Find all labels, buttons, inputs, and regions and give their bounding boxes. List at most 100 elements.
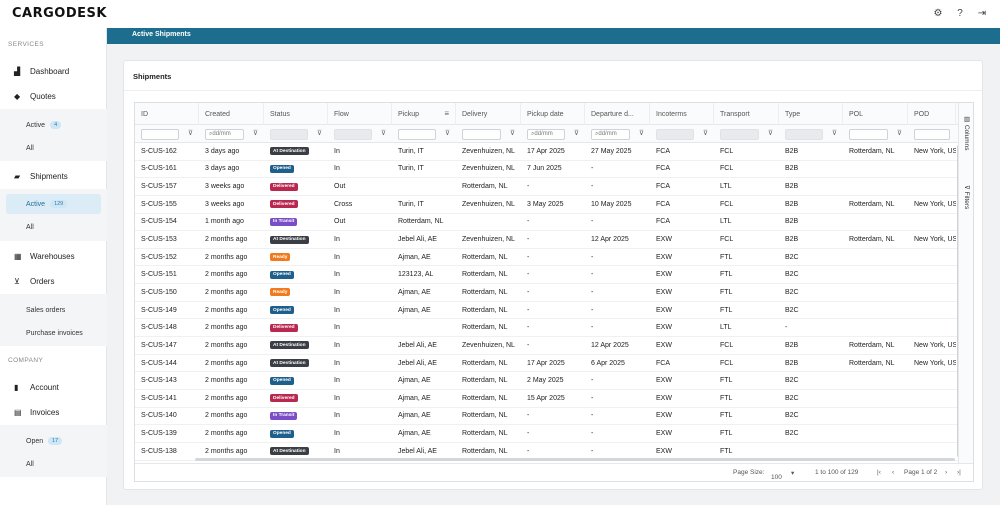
column-header-pickup[interactable]: Pickup ≡ [392, 103, 456, 125]
table-row[interactable]: S-CUS-147 2 months ago At Destination In Jeb… [135, 337, 960, 355]
column-header-transport[interactable]: Transport [714, 103, 779, 125]
sidebar-item-quotes-all[interactable]: All [6, 138, 101, 158]
column-header-label: POL [849, 110, 864, 118]
table-row[interactable]: S-CUS-150 2 months ago Ready In Ajman, AE Rot… [135, 284, 960, 302]
next-page-icon[interactable]: › [945, 469, 948, 476]
column-header-pickup-date[interactable]: Pickup date [521, 103, 585, 125]
table-row[interactable]: S-CUS-141 2 months ago Delivered In Ajman, A… [135, 390, 960, 408]
chevron-down-icon: ▾ [791, 470, 795, 477]
filter-input[interactable] [785, 128, 823, 140]
filter-input[interactable] [849, 128, 888, 140]
column-header-id[interactable]: ID [135, 103, 199, 125]
table-row[interactable]: S-CUS-155 3 weeks ago Delivered Cross Turin,… [135, 196, 960, 214]
row-range: 1 to 100 of 129 [815, 469, 859, 476]
sidebar-item-sales-orders[interactable]: Sales orders [6, 300, 101, 320]
filter-input[interactable] [462, 128, 501, 140]
filter-icon[interactable]: ⊽ [509, 130, 515, 137]
filter-input[interactable] [914, 128, 950, 140]
sidebar-item-invoices-all[interactable]: All [6, 454, 101, 474]
column-header-flow[interactable]: Flow [328, 103, 392, 125]
filters-tab[interactable]: ⊽ Filters [962, 185, 970, 209]
status-badge: At Destination [270, 447, 309, 456]
filter-icon[interactable]: ⊽ [767, 130, 773, 137]
filter-input[interactable]: ⌕ dd/mm [205, 128, 244, 140]
sidebar-item-shipments-all[interactable]: All [6, 217, 101, 237]
table-row[interactable]: S-CUS-157 3 weeks ago Delivered Out Rotterda… [135, 178, 960, 196]
sidebar-item-account[interactable]: ▮ Account [0, 377, 107, 397]
filter-icon[interactable]: ⊽ [380, 130, 386, 137]
table-row[interactable]: S-CUS-148 2 months ago Delivered In Rotterda… [135, 319, 960, 338]
sidebar-item-invoices-open[interactable]: Open 17 [6, 431, 101, 451]
sidebar-item-quotes[interactable]: ◆ Quotes [0, 86, 107, 106]
warehouse-icon: ▦ [14, 251, 22, 261]
cell-transport: FTL [720, 377, 733, 385]
filter-icon[interactable]: ⊽ [638, 130, 644, 137]
column-header-pod[interactable]: POD [908, 103, 956, 125]
cell-transport: FTL [720, 447, 733, 455]
prev-page-icon[interactable]: ‹ [892, 469, 895, 476]
sidebar-item-quotes-active[interactable]: Active 4 [6, 115, 101, 135]
filter-input[interactable] [270, 128, 308, 140]
filter-icon[interactable]: ⊽ [252, 130, 258, 137]
status-badge: Delivered [270, 200, 298, 209]
filter-input[interactable] [656, 128, 694, 140]
column-header-label: Pickup [398, 110, 420, 118]
sidebar-item-shipments-active[interactable]: Active 129 [6, 194, 101, 214]
sidebar-item-invoices[interactable]: ▤ Invoices [0, 402, 107, 422]
logo[interactable]: CARGODESK [12, 6, 107, 21]
sidebar-item-shipments[interactable]: ▰ Shipments [0, 166, 107, 186]
table-row[interactable]: S-CUS-153 2 months ago At Destination In Jeb… [135, 231, 960, 249]
gear-icon[interactable]: ⚙ [933, 8, 943, 19]
table-row[interactable]: S-CUS-140 2 months ago In Transit In Ajman, … [135, 408, 960, 426]
filter-input[interactable] [334, 128, 372, 140]
sidebar-item-dashboard[interactable]: ▟ Dashboard [0, 61, 107, 81]
first-page-icon[interactable]: |‹ [877, 469, 881, 476]
column-header-type[interactable]: Type [779, 103, 843, 125]
filter-icon[interactable]: ⊽ [187, 130, 193, 137]
column-header-pol[interactable]: POL [843, 103, 908, 125]
filter-input[interactable] [720, 128, 759, 140]
filter-icon[interactable]: ⊽ [316, 130, 322, 137]
last-page-icon[interactable]: ›| [957, 469, 961, 476]
table-row[interactable]: S-CUS-154 1 month ago In Transit Out Rotterd… [135, 214, 960, 232]
cell-id: S-CUS-149 [141, 306, 177, 314]
help-icon[interactable]: ? [957, 8, 963, 19]
column-header-departure-d[interactable]: Departure d... [585, 103, 650, 125]
table-row[interactable]: S-CUS-144 2 months ago At Destination In Jeb… [135, 355, 960, 373]
column-menu-icon[interactable]: ≡ [444, 109, 449, 118]
filter-input[interactable]: ⌕ dd/mm [527, 128, 565, 140]
table-row[interactable]: S-CUS-152 2 months ago Ready In Ajman, AE Rot… [135, 249, 960, 267]
filter-icon[interactable]: ⊽ [444, 130, 450, 137]
logout-icon[interactable]: ⇥ [977, 8, 987, 19]
sidebar-item-purchase-invoices[interactable]: Purchase invoices [6, 323, 101, 343]
sidebar-item-warehouses[interactable]: ▦ Warehouses [0, 246, 107, 266]
cell-flow: In [334, 253, 340, 261]
table-row[interactable]: S-CUS-162 3 days ago At Destination In Turin… [135, 143, 960, 161]
filter-icon[interactable]: ⊽ [573, 130, 579, 137]
table-row[interactable]: S-CUS-161 3 days ago Opened In Turin, IT Zeve… [135, 161, 960, 179]
table-row[interactable]: S-CUS-149 2 months ago Opened In Ajman, AE Ro… [135, 302, 960, 320]
table-row[interactable]: S-CUS-151 2 months ago Opened In 123123, AL R… [135, 266, 960, 285]
filter-input[interactable] [141, 128, 179, 140]
filter-input[interactable]: ⌕ dd/mm [591, 128, 630, 140]
cell-created: 2 months ago [205, 377, 248, 385]
column-header-incoterms[interactable]: Incoterms [650, 103, 714, 125]
cell-delivery [456, 214, 521, 231]
filter-icon[interactable]: ⊽ [702, 130, 708, 137]
column-header-delivery[interactable]: Delivery [456, 103, 521, 125]
cell-incoterms: EXW [656, 430, 672, 438]
horizontal-scrollbar[interactable] [195, 458, 955, 461]
filter-icon[interactable]: ⊽ [831, 130, 837, 137]
columns-tab[interactable]: ▥ Columns [962, 115, 970, 150]
table-row[interactable]: S-CUS-143 2 months ago Opened In Ajman, AE Ro… [135, 372, 960, 390]
table-row[interactable]: S-CUS-139 2 months ago Opened In Ajman, AE Ro… [135, 425, 960, 443]
filter-icon[interactable]: ⊽ [896, 130, 902, 137]
column-header-created[interactable]: Created [199, 103, 264, 125]
cell-pol: Rotterdam, NL [849, 359, 895, 367]
cell-pod [908, 408, 956, 425]
cell-pickup-date: 17 Apr 2025 [527, 359, 565, 367]
column-header-status[interactable]: Status [264, 103, 328, 125]
sidebar-item-orders[interactable]: ⊻ Orders [0, 271, 107, 291]
filter-input[interactable] [398, 128, 436, 140]
tag-icon: ◆ [14, 91, 21, 101]
